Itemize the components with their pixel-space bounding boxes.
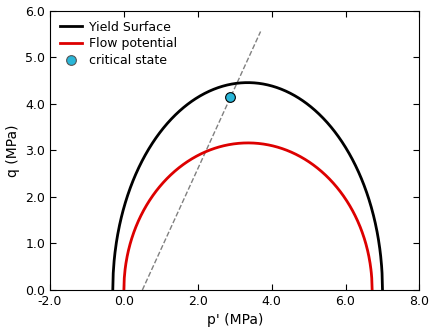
X-axis label: p' (MPa): p' (MPa) xyxy=(206,313,262,327)
Y-axis label: q (MPa): q (MPa) xyxy=(6,124,20,176)
Legend: Yield Surface, Flow potential, critical state: Yield Surface, Flow potential, critical … xyxy=(56,17,180,71)
